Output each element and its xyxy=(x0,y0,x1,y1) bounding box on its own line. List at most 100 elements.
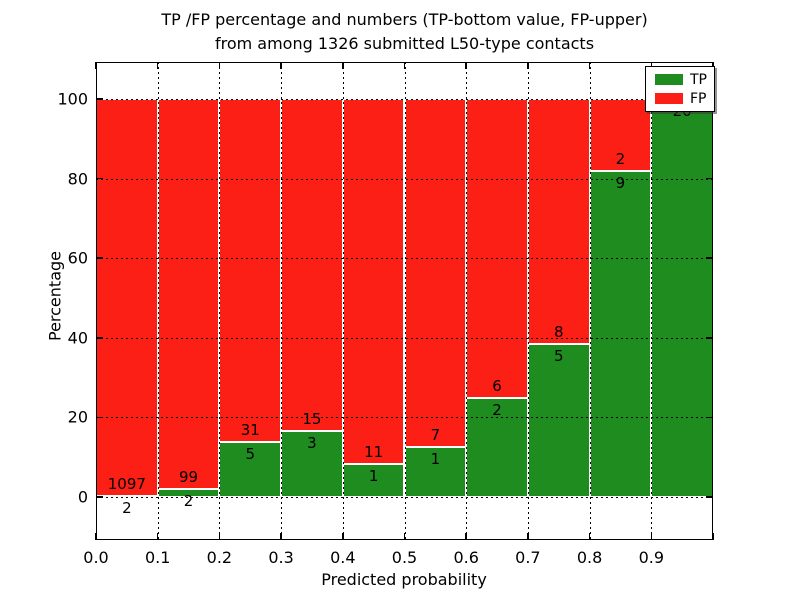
x-tick-mark xyxy=(342,62,344,69)
y-tick-mark xyxy=(96,496,103,498)
bar-segment-fp xyxy=(342,99,405,464)
bar-segment-fp xyxy=(466,99,528,398)
bar-count-label-fp: 6 xyxy=(492,376,502,395)
x-tick-label: 0.4 xyxy=(330,548,356,567)
x-tick-mark xyxy=(156,62,159,69)
legend-entry-fp: FP xyxy=(646,92,714,106)
y-tick-mark xyxy=(706,416,713,419)
bar-count-label-tp: 1 xyxy=(368,466,379,485)
y-tick-label: 100 xyxy=(57,89,88,109)
gridline-v xyxy=(404,62,406,540)
y-tick-mark xyxy=(706,337,713,339)
gridline-h xyxy=(96,99,713,100)
gridline-h xyxy=(96,497,713,498)
x-tick-label: 0.7 xyxy=(515,548,541,567)
bar-count-label-tp: 2 xyxy=(122,499,132,518)
bar-count-label-fp: 1097 xyxy=(107,475,146,494)
x-tick-mark xyxy=(342,533,344,540)
bar-count-label-fp: 8 xyxy=(553,322,564,341)
x-tick-mark xyxy=(95,533,97,540)
x-tick-mark xyxy=(527,533,529,540)
chart-title-line2: from among 1326 submitted L50-type conta… xyxy=(214,34,595,53)
bar-count-label-fp: 7 xyxy=(430,426,441,445)
x-tick-mark xyxy=(218,62,221,69)
x-tick-mark xyxy=(280,533,282,540)
gridline-v xyxy=(466,62,468,540)
y-tick-mark xyxy=(706,177,713,180)
x-tick-mark xyxy=(218,533,221,540)
bar-segment-fp xyxy=(404,99,467,448)
bar-segment-fp xyxy=(527,99,590,344)
bar-segment-fp xyxy=(96,99,158,497)
bar-count-label-tp: 1 xyxy=(430,450,441,469)
x-tick-label: 0.1 xyxy=(144,548,171,567)
y-tick-mark xyxy=(96,416,103,419)
x-tick-mark xyxy=(650,533,653,540)
x-tick-mark xyxy=(588,62,591,69)
x-tick-mark xyxy=(403,533,406,540)
x-tick-mark xyxy=(588,533,591,540)
bar-segment-fp xyxy=(157,99,220,490)
y-tick-mark xyxy=(96,257,103,259)
legend-label-fp: FP xyxy=(690,90,707,107)
bar-count-label-tp: 3 xyxy=(307,433,317,452)
bar-count-label-tp: 9 xyxy=(615,174,626,193)
y-tick-mark xyxy=(706,257,713,259)
gridline-v xyxy=(651,62,653,540)
x-tick-mark xyxy=(403,62,406,69)
x-tick-mark xyxy=(650,62,653,69)
x-tick-mark xyxy=(465,533,467,540)
x-axis-label: Predicted probability xyxy=(321,570,487,589)
x-tick-label: 0.2 xyxy=(206,548,233,567)
y-tick-mark xyxy=(96,337,103,339)
bar-count-label-fp: 31 xyxy=(240,420,260,439)
bar-segment-fp xyxy=(219,99,282,442)
bar-count-label-tp: 2 xyxy=(183,492,194,511)
gridline-v xyxy=(157,62,159,540)
x-tick-label: 0.8 xyxy=(576,548,603,567)
x-tick-label: 0.3 xyxy=(268,548,294,567)
bar-count-label-tp: 2 xyxy=(492,400,502,419)
gridline-h xyxy=(96,417,713,419)
bar-count-label-fp: 99 xyxy=(179,468,199,487)
x-tick-mark xyxy=(95,62,97,69)
bar-segment-tp xyxy=(651,99,713,497)
x-tick-label: 0.0 xyxy=(83,548,109,567)
x-tick-mark xyxy=(712,62,714,69)
x-tick-label: 0.5 xyxy=(391,548,418,567)
gridline-h xyxy=(96,258,713,260)
gridline-v xyxy=(589,62,591,540)
bar-segment-tp xyxy=(219,441,282,497)
y-tick-label: 80 xyxy=(67,169,88,189)
legend-label-tp: TP xyxy=(690,71,707,88)
y-tick-label: 0 xyxy=(77,487,88,507)
x-tick-mark xyxy=(712,533,714,540)
plot-area: 109729923151531117162852920 xyxy=(95,62,714,540)
y-tick-mark xyxy=(706,496,713,498)
bar-segment-tp xyxy=(589,171,652,497)
fp-swatch-icon xyxy=(655,93,683,104)
x-tick-label: 0.6 xyxy=(453,548,479,567)
y-tick-mark xyxy=(96,98,103,100)
tp-swatch-icon xyxy=(655,74,683,85)
gridline-v xyxy=(281,62,283,540)
legend-entry-tp: TP xyxy=(646,73,714,87)
bar-count-label-tp: 5 xyxy=(245,444,256,463)
bar-count-label-tp: 5 xyxy=(553,346,564,365)
gridline-v xyxy=(527,62,529,540)
x-tick-label: 0.9 xyxy=(638,548,665,567)
gridline-v xyxy=(342,62,344,540)
y-tick-label: 60 xyxy=(67,248,88,268)
bar-count-label-fp: 11 xyxy=(364,442,384,461)
gridline-v xyxy=(219,62,221,540)
legend: TP FP xyxy=(645,66,715,112)
x-tick-mark xyxy=(156,533,159,540)
chart-title: TP /FP percentage and numbers (TP-bottom… xyxy=(0,8,800,56)
bar-count-label-fp: 2 xyxy=(615,150,626,169)
gridline-h xyxy=(96,178,713,180)
y-tick-mark xyxy=(96,177,103,180)
x-tick-mark xyxy=(527,62,529,69)
x-tick-mark xyxy=(280,62,282,69)
x-tick-mark xyxy=(465,62,467,69)
